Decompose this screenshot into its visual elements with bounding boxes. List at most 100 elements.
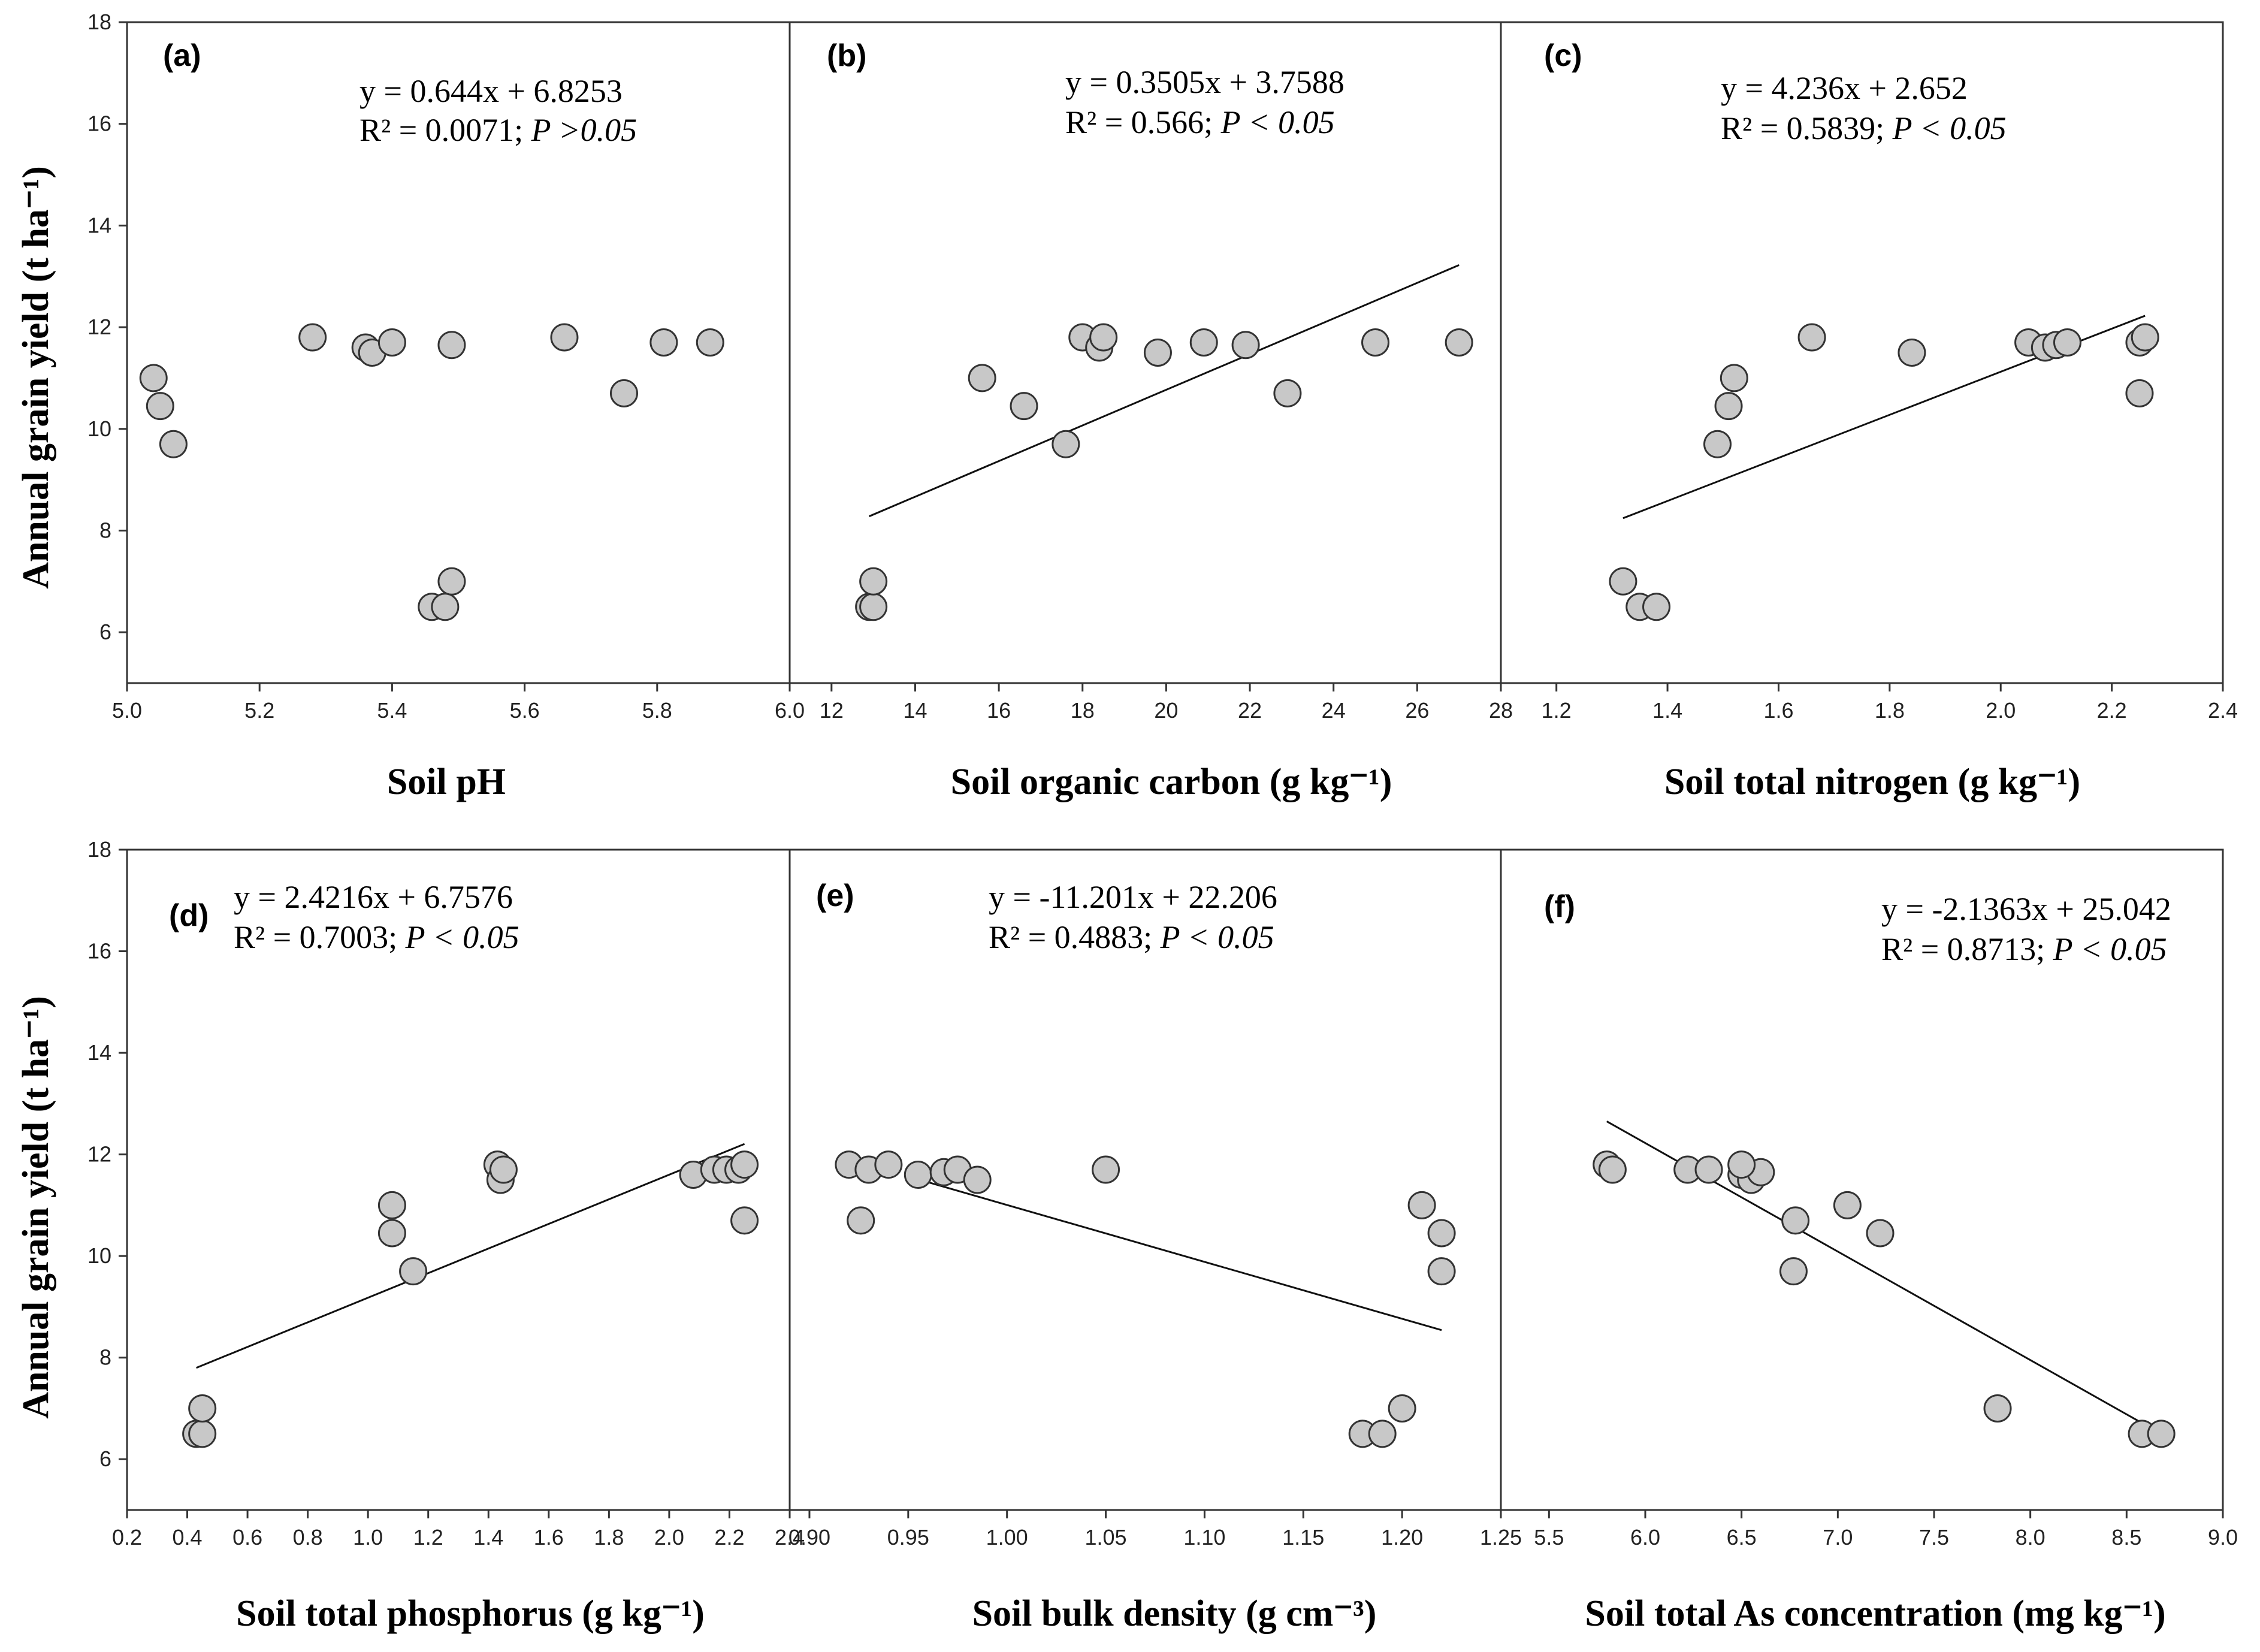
r2-c: R² = 0.5839; bbox=[1721, 110, 1893, 146]
data-point-d bbox=[377, 1191, 406, 1219]
panel-a-text: (a) y = 0.644x + 6.8253 R² = 0.0071; P >… bbox=[163, 38, 637, 802]
y-tick-label-d: 16 bbox=[87, 939, 111, 964]
panel-label-c: (c) bbox=[1544, 38, 1582, 73]
x-tick-label-d: 1.6 bbox=[534, 1525, 564, 1550]
data-point-a bbox=[550, 323, 579, 352]
equation-e: y = -11.201x + 22.206 bbox=[989, 879, 1277, 915]
data-point-e bbox=[1368, 1420, 1397, 1448]
data-point-a bbox=[610, 379, 638, 407]
r2-a: R² = 0.0071; bbox=[359, 112, 531, 148]
x-axis-label-e: Soil bulk density (g cm⁻³) bbox=[972, 1593, 1377, 1634]
data-point-f bbox=[1833, 1191, 1862, 1219]
data-point-f bbox=[1983, 1394, 2012, 1423]
x-tick-label-f: 5.5 bbox=[1534, 1525, 1564, 1550]
x-tick-label-a: 5.4 bbox=[377, 698, 407, 723]
y-axis-label-top: Annual grain yield (t ha⁻¹) bbox=[16, 166, 56, 589]
x-tick-label-c: 2.4 bbox=[2208, 698, 2238, 723]
data-point-e bbox=[1427, 1219, 1456, 1248]
x-tick-label-c: 1.4 bbox=[1652, 698, 1682, 723]
x-tick-label-b: 26 bbox=[1405, 698, 1429, 723]
x-axis-label-b: Soil organic carbon (g kg⁻¹) bbox=[951, 762, 1392, 802]
panel-f-text: (f) y = -2.1363x + 25.042 R² = 0.8713; P… bbox=[1544, 889, 2171, 1634]
panel-c-text: (c) y = 4.236x + 2.652 R² = 0.5839; P < … bbox=[1544, 38, 2080, 802]
data-point-e bbox=[1407, 1191, 1436, 1219]
data-point-c bbox=[2131, 323, 2159, 352]
plot-frame-c bbox=[1500, 21, 2224, 684]
x-axis-label-d: Soil total phosphorus (g kg⁻¹) bbox=[236, 1593, 705, 1634]
x-tick-label-b: 18 bbox=[1071, 698, 1095, 723]
r2-line-f: R² = 0.8713; P < 0.05 bbox=[1881, 931, 2167, 967]
data-point-d bbox=[188, 1394, 217, 1423]
data-point-e bbox=[963, 1165, 992, 1194]
x-axis-label-c: Soil total nitrogen (g kg⁻¹) bbox=[1664, 762, 2080, 802]
y-tick-label-d: 10 bbox=[87, 1243, 111, 1268]
panel-label-f: (f) bbox=[1544, 889, 1575, 924]
scatter-panel-e: 0.90 0.95 1.00 1.05 1.10 1.15 1.20 1.25 bbox=[788, 848, 1522, 1550]
y-tick-label-d: 14 bbox=[87, 1040, 111, 1065]
data-point-e bbox=[1427, 1257, 1456, 1286]
x-tick-label-f: 8.0 bbox=[2016, 1525, 2046, 1550]
r2-line-b: R² = 0.566; P < 0.05 bbox=[1065, 104, 1335, 140]
scatter-panel-f: 5.5 6.0 6.5 7.0 7.5 8.0 8.5 9.0 bbox=[1500, 848, 2238, 1550]
r2-d: R² = 0.7003; bbox=[234, 919, 406, 955]
r2-line-a: R² = 0.0071; P >0.05 bbox=[359, 112, 637, 148]
p-value-e: P < 0.05 bbox=[1160, 919, 1274, 955]
x-tick-label-c: 2.2 bbox=[2097, 698, 2127, 723]
y-tick-label-a: 8 bbox=[99, 518, 111, 542]
x-tick-label-b: 14 bbox=[903, 698, 927, 723]
data-point-b bbox=[1189, 328, 1218, 357]
x-tick-label-d: 2.0 bbox=[654, 1525, 684, 1550]
data-point-b bbox=[1445, 328, 1473, 357]
y-tick-label-a: 6 bbox=[99, 620, 111, 644]
data-point-b bbox=[1273, 379, 1302, 407]
equation-c: y = 4.236x + 2.652 bbox=[1721, 70, 1968, 106]
x-tick-label-d: 2.2 bbox=[714, 1525, 744, 1550]
data-point-b bbox=[1052, 430, 1080, 458]
x-tick-label-c: 2.0 bbox=[1986, 698, 2016, 723]
y-axis-label-bottom: Annual grain yield (t ha⁻¹) bbox=[16, 996, 56, 1419]
x-tick-label-b: 20 bbox=[1154, 698, 1178, 723]
scatter-panel-a: 5.0 5.2 5.4 5.6 5.8 6.0 6 8 10 12 14 16 18 bbox=[87, 10, 805, 723]
data-point-a bbox=[146, 392, 174, 421]
p-value-f: P < 0.05 bbox=[2053, 931, 2167, 967]
data-point-e bbox=[874, 1150, 903, 1179]
r2-e: R² = 0.4883; bbox=[989, 919, 1161, 955]
x-tick-label-b: 16 bbox=[987, 698, 1011, 723]
x-tick-label-c: 1.8 bbox=[1875, 698, 1905, 723]
r2-line-d: R² = 0.7003; P < 0.05 bbox=[234, 919, 519, 955]
x-tick-label-d: 2.4 bbox=[775, 1525, 805, 1550]
x-axis-label-a: Soil pH bbox=[387, 762, 506, 802]
p-value-c: P < 0.05 bbox=[1892, 110, 2007, 146]
data-point-e bbox=[1388, 1394, 1416, 1423]
x-tick-label-d: 1.2 bbox=[413, 1525, 443, 1550]
data-point-c bbox=[1797, 323, 1826, 352]
x-tick-label-e: 1.25 bbox=[1480, 1525, 1522, 1550]
panel-e-text: (e) y = -11.201x + 22.206 R² = 0.4883; P… bbox=[816, 878, 1376, 1634]
data-point-b bbox=[859, 567, 888, 596]
data-point-d bbox=[377, 1219, 406, 1248]
y-tick-label-a: 10 bbox=[87, 416, 111, 441]
x-tick-label-a: 5.8 bbox=[642, 698, 672, 723]
x-tick-label-f: 9.0 bbox=[2208, 1525, 2238, 1550]
data-point-a bbox=[377, 328, 406, 357]
panel-label-e: (e) bbox=[816, 878, 854, 913]
x-tick-label-b: 28 bbox=[1489, 698, 1513, 723]
data-point-b bbox=[859, 593, 888, 621]
equation-a: y = 0.644x + 6.8253 bbox=[359, 73, 623, 109]
data-point-c bbox=[1703, 430, 1732, 458]
equation-b: y = 0.3505x + 3.7588 bbox=[1065, 64, 1344, 100]
data-point-b bbox=[1143, 339, 1172, 367]
data-point-a bbox=[649, 328, 678, 357]
y-tick-label-a: 18 bbox=[87, 10, 111, 34]
data-point-b bbox=[1010, 392, 1038, 421]
panel-b-text: (b) y = 0.3505x + 3.7588 R² = 0.566; P <… bbox=[827, 38, 1392, 802]
data-point-a bbox=[437, 331, 466, 360]
y-tick-label-d: 18 bbox=[87, 837, 111, 862]
x-tick-label-e: 1.10 bbox=[1183, 1525, 1225, 1550]
y-tick-label-d: 6 bbox=[99, 1446, 111, 1471]
x-tick-label-c: 1.2 bbox=[1542, 698, 1572, 723]
regression-line-d bbox=[196, 1143, 745, 1369]
data-point-a bbox=[139, 364, 168, 392]
x-tick-label-b: 24 bbox=[1322, 698, 1346, 723]
